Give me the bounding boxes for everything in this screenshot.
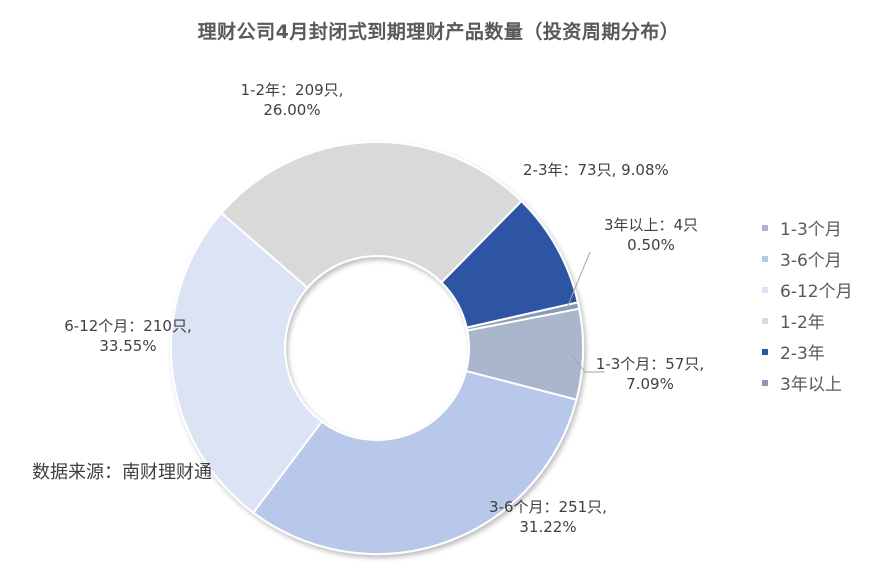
slice-3年以上	[465, 301, 581, 332]
data-label-6-12个月-line1: 6-12个月：210只,	[64, 317, 191, 335]
legend-swatch-1-2年	[762, 317, 768, 324]
data-label-2-3年-line1: 2-3年：73只, 9.08%	[523, 161, 669, 179]
legend-label-1-3个月: 1-3个月	[780, 220, 842, 240]
slice-1-2年	[219, 141, 523, 290]
legend-item-1-2年: 1-2年	[762, 305, 853, 336]
leader-line-3年以上	[566, 251, 591, 309]
data-label-3-6个月-line1: 3-6个月：251只,	[489, 498, 607, 516]
data-label-3-6个月-line2: 31.22%	[519, 518, 576, 536]
data-label-1-3个月-line1: 1-3个月：57只,	[596, 355, 704, 373]
data-label-1-2年-line2: 26.00%	[263, 101, 320, 119]
data-label-3年以上-line2: 0.50%	[627, 236, 675, 254]
legend-item-6-12个月: 6-12个月	[762, 274, 853, 305]
leader-line-1-3个月	[570, 353, 605, 373]
data-label-1-2年-line1: 1-2年：209只,	[241, 81, 344, 99]
legend-label-3年以上: 3年以上	[780, 375, 842, 395]
legend-label-6-12个月: 6-12个月	[780, 282, 853, 302]
legend-label-3-6个月: 3-6个月	[780, 251, 842, 271]
legend-swatch-6-12个月	[762, 286, 768, 293]
legend-item-2-3年: 2-3年	[762, 336, 853, 367]
legend-swatch-3年以上	[762, 379, 768, 386]
data-label-3年以上-line1: 3年以上：4只	[604, 216, 698, 234]
legend-item-1-3个月: 1-3个月	[762, 212, 853, 243]
legend-item-3-6个月: 3-6个月	[762, 243, 853, 274]
data-label-1-3个月-line2: 7.09%	[626, 375, 674, 393]
legend-swatch-3-6个月	[762, 255, 768, 262]
legend-label-2-3年: 2-3年	[780, 344, 825, 364]
legend-swatch-2-3年	[762, 348, 768, 355]
legend-label-1-2年: 1-2年	[780, 313, 825, 333]
chart-title: 理财公司4月封闭式到期理财产品数量（投资周期分布）	[197, 21, 680, 43]
legend: 1-3个月 3-6个月 6-12个月 1-2年 2-3年 3年以上	[762, 212, 853, 398]
source-note: 数据来源：南财理财通	[32, 462, 212, 483]
slice-3-6个月	[251, 369, 578, 555]
slice-6-12个月	[170, 211, 324, 515]
data-label-6-12个月-line2: 33.55%	[99, 337, 156, 355]
legend-swatch-1-3个月	[762, 224, 768, 231]
legend-item-3年以上: 3年以上	[762, 367, 853, 398]
